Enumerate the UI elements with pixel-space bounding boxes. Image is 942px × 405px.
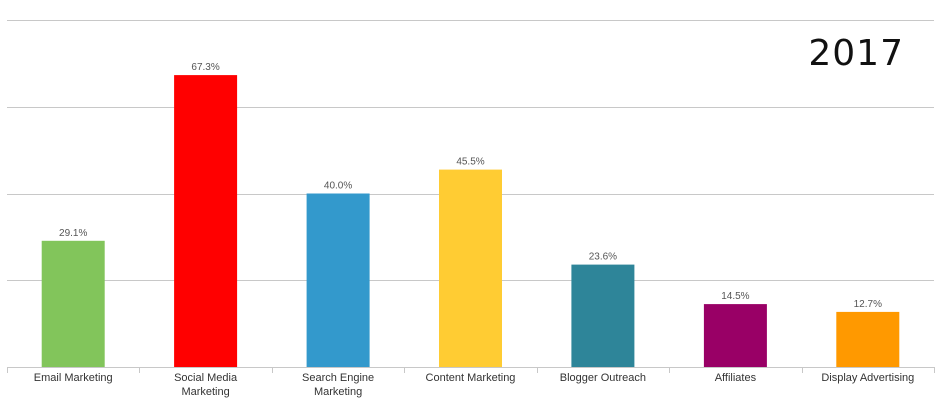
bar xyxy=(571,264,635,367)
year-label: 2017 xyxy=(808,33,904,74)
bar xyxy=(703,304,767,367)
data-label: 12.7% xyxy=(854,299,882,310)
data-label: 14.5% xyxy=(721,291,749,302)
data-labels: 29.1% 67.3% 40.0% 45.5% 23.6% 14.5% 12.7% xyxy=(59,62,882,310)
x-tick-label: Email Marketing xyxy=(34,372,113,384)
x-tick-label: Marketing xyxy=(181,386,229,398)
x-tick-label: Blogger Outreach xyxy=(560,372,646,384)
x-tick-label: Affiliates xyxy=(715,372,757,384)
data-label: 67.3% xyxy=(191,62,219,73)
data-label: 23.6% xyxy=(589,252,617,263)
x-axis: Email Marketing Social Media Marketing Sear… xyxy=(7,367,935,398)
bars xyxy=(41,75,900,367)
bar xyxy=(306,193,370,367)
x-tick-label: Marketing xyxy=(314,386,362,398)
x-tick-label: Social Media xyxy=(174,372,238,384)
bar xyxy=(439,169,502,367)
x-tick-label: Display Advertising xyxy=(821,372,914,384)
data-label: 40.0% xyxy=(324,181,352,192)
bar xyxy=(174,75,238,367)
data-label: 45.5% xyxy=(456,157,484,168)
data-label: 29.1% xyxy=(59,228,87,239)
bar xyxy=(41,240,105,367)
x-tick-label: Content Marketing xyxy=(426,372,516,384)
x-tick-label: Search Engine xyxy=(302,372,374,384)
bar xyxy=(836,311,900,367)
